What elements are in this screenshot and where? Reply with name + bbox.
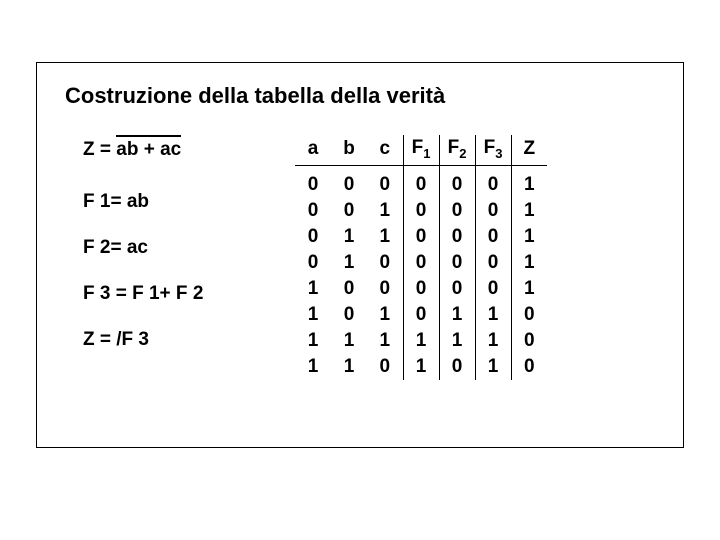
cell-4-4: 0 — [439, 276, 475, 302]
cell-1-1: 0 — [331, 198, 367, 224]
cell-4-1: 0 — [331, 276, 367, 302]
cell-4-6: 1 — [511, 276, 547, 302]
expr-f2: F 2= ac — [83, 237, 255, 259]
cell-6-6: 0 — [511, 328, 547, 354]
table-row: 0010001 — [295, 198, 547, 224]
cell-6-4: 1 — [439, 328, 475, 354]
cell-5-2: 1 — [367, 302, 403, 328]
cell-6-1: 1 — [331, 328, 367, 354]
cell-0-6: 1 — [511, 165, 547, 198]
cell-3-3: 0 — [403, 250, 439, 276]
truth-table-wrap: abcF1F2F3Z 00000010010001011000101000011… — [295, 135, 547, 380]
col-header-1: b — [331, 135, 367, 165]
cell-4-5: 0 — [475, 276, 511, 302]
expr-f3: F 3 = F 1+ F 2 — [83, 283, 255, 305]
cell-3-1: 1 — [331, 250, 367, 276]
cell-1-6: 1 — [511, 198, 547, 224]
cell-1-5: 0 — [475, 198, 511, 224]
cell-2-0: 0 — [295, 224, 331, 250]
cell-2-3: 0 — [403, 224, 439, 250]
col-header-3: F1 — [403, 135, 439, 165]
expressions-column: Z = ab + ac F 1= ab F 2= ac F 3 = F 1+ F… — [65, 135, 255, 380]
cell-0-5: 0 — [475, 165, 511, 198]
expr-z-lhs: Z = — [83, 139, 116, 160]
cell-2-6: 1 — [511, 224, 547, 250]
expr-z-overline: ab + ac — [116, 139, 181, 161]
cell-7-5: 1 — [475, 354, 511, 380]
slide-frame: Costruzione della tabella della verità Z… — [36, 62, 684, 448]
cell-6-2: 1 — [367, 328, 403, 354]
cell-3-4: 0 — [439, 250, 475, 276]
cell-7-1: 1 — [331, 354, 367, 380]
slide-title: Costruzione della tabella della verità — [65, 83, 655, 109]
content-row: Z = ab + ac F 1= ab F 2= ac F 3 = F 1+ F… — [65, 135, 655, 380]
cell-1-3: 0 — [403, 198, 439, 224]
cell-7-3: 1 — [403, 354, 439, 380]
cell-7-2: 0 — [367, 354, 403, 380]
cell-5-5: 1 — [475, 302, 511, 328]
cell-4-2: 0 — [367, 276, 403, 302]
cell-7-0: 1 — [295, 354, 331, 380]
table-row: 0100001 — [295, 250, 547, 276]
cell-5-4: 1 — [439, 302, 475, 328]
table-body: 0000001001000101100010100001100000110101… — [295, 165, 547, 380]
cell-5-3: 0 — [403, 302, 439, 328]
cell-2-4: 0 — [439, 224, 475, 250]
table-row: 1101010 — [295, 354, 547, 380]
table-row: 0000001 — [295, 165, 547, 198]
expr-f1: F 1= ab — [83, 191, 255, 213]
cell-4-3: 0 — [403, 276, 439, 302]
col-header-2: c — [367, 135, 403, 165]
cell-6-3: 1 — [403, 328, 439, 354]
cell-2-5: 0 — [475, 224, 511, 250]
col-header-6: Z — [511, 135, 547, 165]
col-header-5: F3 — [475, 135, 511, 165]
expr-z-def: Z = /F 3 — [83, 329, 255, 351]
cell-0-0: 0 — [295, 165, 331, 198]
table-row: 1010110 — [295, 302, 547, 328]
cell-5-1: 0 — [331, 302, 367, 328]
cell-0-2: 0 — [367, 165, 403, 198]
cell-1-0: 0 — [295, 198, 331, 224]
col-header-sub-5: 3 — [495, 146, 502, 161]
col-header-sub-4: 2 — [459, 146, 466, 161]
cell-2-2: 1 — [367, 224, 403, 250]
cell-6-5: 1 — [475, 328, 511, 354]
col-header-0: a — [295, 135, 331, 165]
cell-5-6: 0 — [511, 302, 547, 328]
cell-7-4: 0 — [439, 354, 475, 380]
table-row: 1111110 — [295, 328, 547, 354]
cell-0-4: 0 — [439, 165, 475, 198]
cell-2-1: 1 — [331, 224, 367, 250]
cell-7-6: 0 — [511, 354, 547, 380]
col-header-sub-3: 1 — [423, 146, 430, 161]
cell-5-0: 1 — [295, 302, 331, 328]
cell-3-6: 1 — [511, 250, 547, 276]
cell-1-4: 0 — [439, 198, 475, 224]
cell-1-2: 1 — [367, 198, 403, 224]
table-header-row: abcF1F2F3Z — [295, 135, 547, 165]
cell-0-1: 0 — [331, 165, 367, 198]
expr-z-main: Z = ab + ac — [83, 139, 255, 161]
truth-table: abcF1F2F3Z 00000010010001011000101000011… — [295, 135, 547, 380]
cell-6-0: 1 — [295, 328, 331, 354]
table-row: 1000001 — [295, 276, 547, 302]
cell-4-0: 1 — [295, 276, 331, 302]
cell-3-5: 0 — [475, 250, 511, 276]
cell-0-3: 0 — [403, 165, 439, 198]
col-header-4: F2 — [439, 135, 475, 165]
table-row: 0110001 — [295, 224, 547, 250]
cell-3-2: 0 — [367, 250, 403, 276]
cell-3-0: 0 — [295, 250, 331, 276]
